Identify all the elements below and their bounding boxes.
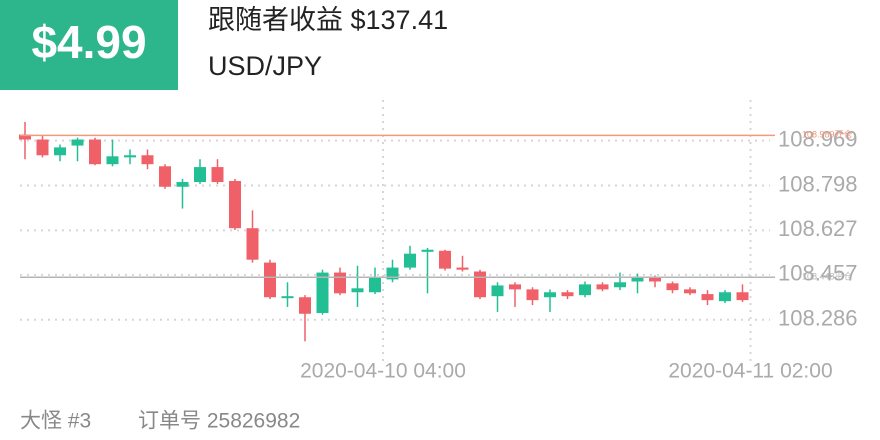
candle-body	[194, 167, 206, 183]
candle-body	[246, 228, 259, 260]
candle-body	[229, 180, 241, 229]
candle-body	[386, 267, 399, 280]
y-tick-label: 108.286	[778, 306, 858, 331]
candle-body	[281, 296, 294, 299]
candle-body	[124, 155, 136, 158]
candle-body	[19, 134, 31, 140]
candle-body	[526, 289, 539, 301]
candle-body	[544, 292, 556, 298]
candle-body	[421, 249, 434, 252]
candle-body	[719, 292, 731, 302]
candle-body	[316, 272, 329, 313]
title: 跟随者收益 $137.41	[208, 5, 448, 35]
candle-body	[351, 288, 364, 293]
plot: 108.286 108.457 108.627 108.798 108.969 2020-…	[19, 100, 858, 383]
candle-body	[299, 297, 311, 314]
candle-body	[106, 156, 119, 165]
candle-body	[596, 284, 609, 290]
candle-body	[491, 285, 504, 297]
candle-body	[456, 267, 469, 270]
candle-body	[666, 283, 679, 291]
candle-body	[141, 155, 154, 165]
candle-body	[404, 253, 416, 268]
candle-body	[614, 282, 626, 288]
y-tick-label: 108.969	[778, 126, 858, 151]
y-tick-label: 108.457	[778, 261, 858, 286]
candle-body	[701, 294, 714, 301]
candle-body	[509, 284, 521, 290]
position-label: 108.989开仓	[802, 129, 853, 140]
candle-body	[579, 284, 591, 296]
candle-body	[36, 139, 49, 156]
candle-body	[211, 167, 224, 183]
symbol: USD/JPY	[208, 51, 322, 81]
position-label: 108.448平仓	[802, 271, 853, 282]
candle-body	[334, 272, 346, 294]
candle-body	[631, 277, 644, 282]
y-tick-label: 108.798	[778, 171, 858, 196]
candle-body	[684, 289, 696, 294]
candle-body	[736, 292, 749, 301]
candle-body	[176, 182, 189, 187]
candle-body	[561, 292, 574, 297]
order-number: 订单号 25826982	[138, 410, 300, 433]
candle-body	[439, 250, 451, 269]
candle-body	[54, 147, 66, 156]
candle-body	[474, 271, 486, 298]
candle-body	[264, 262, 276, 298]
x-tick-label: 2020-04-10 04:00	[300, 360, 466, 383]
y-tick-label: 108.627	[778, 216, 858, 241]
candle-body	[159, 166, 171, 187]
candle-body	[71, 139, 84, 146]
profit: $4.99	[31, 16, 146, 68]
user: 大怪 #3	[20, 410, 91, 433]
profit-badge	[0, 0, 178, 90]
candle-body	[369, 276, 381, 293]
candle-body	[649, 277, 661, 282]
candle-body	[89, 139, 101, 165]
x-tick-label: 2020-04-11 02:00	[668, 360, 832, 383]
